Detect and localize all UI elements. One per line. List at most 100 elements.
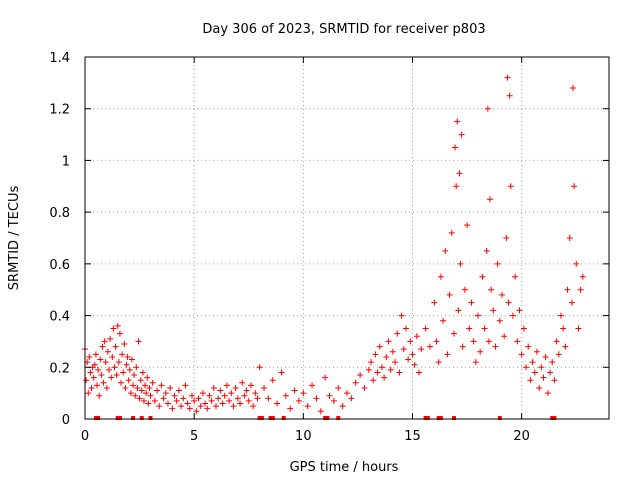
data-point — [223, 382, 230, 389]
data-point — [158, 382, 165, 389]
data-point — [525, 343, 532, 350]
data-point — [348, 395, 355, 402]
data-point — [487, 196, 494, 203]
data-point — [509, 312, 516, 319]
data-point — [402, 325, 409, 332]
data-point — [385, 338, 392, 345]
data-point — [154, 387, 161, 394]
data-point — [234, 395, 241, 402]
data-point — [557, 312, 564, 319]
data-point — [239, 379, 246, 386]
data-point — [564, 286, 571, 293]
data-point — [130, 382, 137, 389]
data-point — [378, 364, 385, 371]
data-point — [514, 338, 521, 345]
data-point — [479, 273, 486, 280]
data-point — [458, 131, 465, 138]
data-point — [577, 286, 584, 293]
data-point — [553, 338, 560, 345]
data-point — [134, 384, 141, 391]
data-point — [529, 359, 536, 366]
data-point — [162, 390, 169, 397]
data-point — [435, 359, 442, 366]
data-point — [426, 343, 433, 350]
data-point — [116, 330, 123, 337]
data-point — [374, 369, 381, 376]
data-point — [448, 229, 455, 236]
data-point — [562, 343, 569, 350]
data-point — [555, 351, 562, 358]
data-point — [210, 384, 217, 391]
data-point — [437, 273, 444, 280]
data-point — [204, 405, 211, 412]
data-point — [160, 395, 167, 402]
axis-marker — [93, 416, 98, 420]
data-point — [560, 325, 567, 332]
axis-marker — [436, 416, 441, 420]
data-point — [125, 377, 132, 384]
data-point — [352, 379, 359, 386]
data-point — [418, 346, 425, 353]
data-point — [464, 222, 471, 229]
data-point — [86, 353, 93, 360]
data-point — [245, 397, 252, 404]
data-point — [387, 366, 394, 373]
y-tick-label: 0.2 — [49, 361, 70, 376]
axis-marker — [550, 416, 555, 420]
data-point — [335, 384, 342, 391]
data-point — [361, 384, 368, 391]
data-point — [191, 397, 198, 404]
x-tick-label: 10 — [295, 429, 312, 444]
x-tick-label: 0 — [81, 429, 89, 444]
data-point — [182, 382, 189, 389]
data-point — [376, 343, 383, 350]
data-point — [107, 335, 114, 342]
data-point — [97, 356, 104, 363]
data-point — [91, 361, 98, 368]
data-point — [440, 317, 447, 324]
data-point — [119, 351, 126, 358]
data-point — [456, 170, 463, 177]
axis-marker — [270, 416, 275, 420]
data-point — [549, 359, 556, 366]
data-point — [85, 390, 92, 397]
axis-marker — [96, 416, 101, 420]
data-point — [566, 235, 573, 241]
data-point — [383, 353, 390, 360]
data-point — [459, 343, 466, 350]
data-point — [254, 395, 261, 402]
data-point — [494, 260, 501, 267]
data-point — [114, 322, 121, 329]
data-point — [143, 390, 150, 397]
data-point — [431, 299, 438, 306]
data-point — [123, 361, 130, 368]
data-point — [568, 299, 575, 306]
data-point — [344, 390, 350, 397]
data-point — [472, 359, 479, 366]
data-point — [180, 395, 187, 402]
tick-labels: 0 5 10 15 20 0 0.2 0.4 0.6 0.8 1 1.2 1.4 — [49, 51, 530, 444]
data-point — [490, 307, 497, 314]
data-point — [103, 384, 110, 391]
data-point — [503, 235, 510, 241]
data-point — [457, 260, 464, 267]
data-point — [178, 403, 185, 410]
data-point — [87, 369, 94, 376]
data-point — [208, 397, 215, 404]
axis-marker — [115, 416, 120, 420]
data-point — [300, 390, 307, 397]
data-point — [256, 364, 263, 371]
data-point — [450, 330, 457, 337]
data-point — [488, 286, 495, 293]
axis-marker — [423, 416, 428, 420]
data-point — [88, 384, 95, 391]
data-point — [461, 286, 468, 293]
data-point — [135, 338, 142, 345]
data-point — [466, 325, 473, 332]
data-point — [197, 403, 204, 410]
data-point — [339, 403, 346, 410]
data-point — [446, 291, 453, 298]
data-point — [108, 374, 115, 381]
data-point — [392, 359, 399, 366]
